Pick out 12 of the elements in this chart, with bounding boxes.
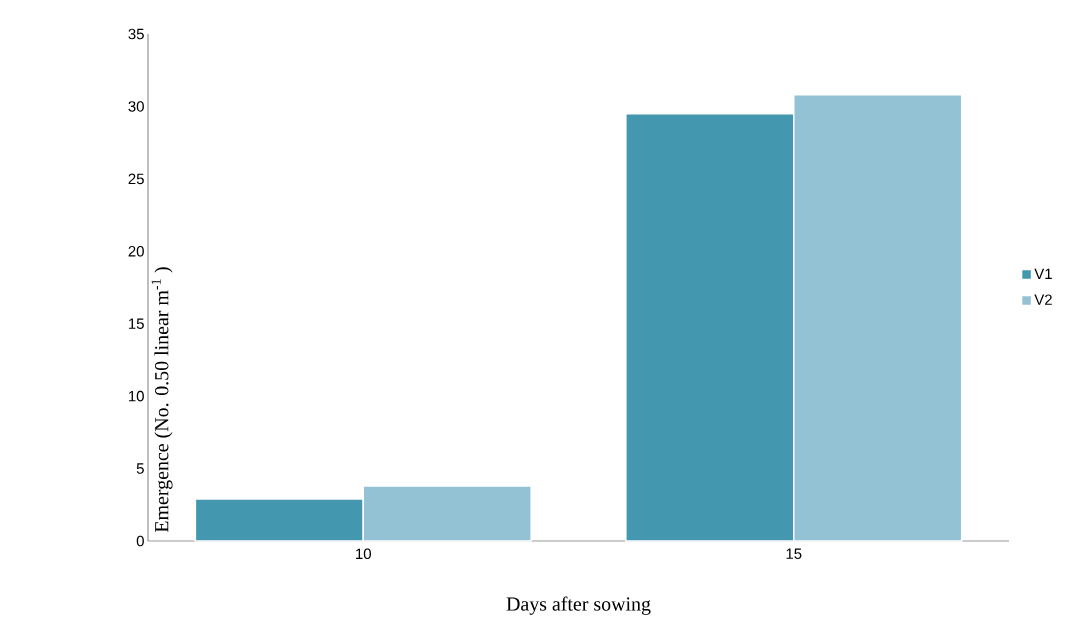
y-tick-label: 20 xyxy=(128,245,144,257)
y-tick-label: 25 xyxy=(128,173,144,185)
y-tick-label: 30 xyxy=(128,101,144,112)
legend-label: V1 xyxy=(1034,268,1052,279)
y-tick-label: 5 xyxy=(136,463,144,474)
y-tick-label: 10 xyxy=(129,390,144,402)
y-tick-label: 35 xyxy=(128,28,144,40)
x-axis-title: Days after sowing xyxy=(506,596,651,615)
y-tick-label: 0 xyxy=(136,535,144,547)
y-tick-label: 15 xyxy=(129,318,144,329)
legend-label: V2 xyxy=(1034,294,1052,305)
y-axis-title: Emergence (No. 0.50 linear m$^{-1}$ ) xyxy=(151,267,173,533)
